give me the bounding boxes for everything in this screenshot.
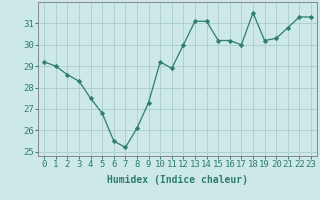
- X-axis label: Humidex (Indice chaleur): Humidex (Indice chaleur): [107, 175, 248, 185]
